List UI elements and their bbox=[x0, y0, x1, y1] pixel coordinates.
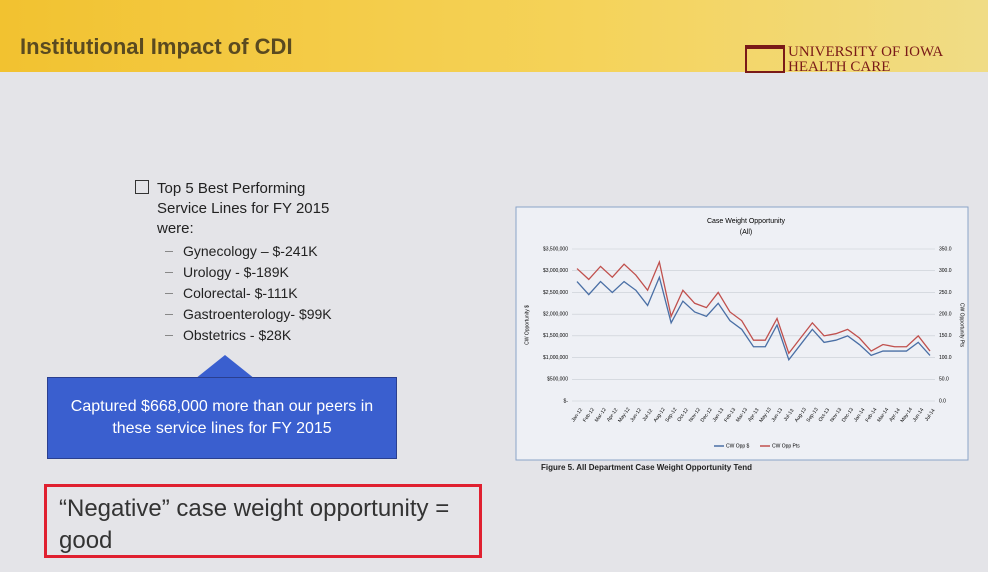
y-tick-label: $500,000 bbox=[547, 377, 568, 383]
y-tick-label: $3,500,000 bbox=[543, 246, 568, 252]
bullet-item: Urology - $-189K bbox=[165, 262, 332, 283]
item-text: Obstetrics - $28K bbox=[183, 327, 292, 343]
y2-tick-label: 350.0 bbox=[939, 246, 952, 252]
y2-tick-label: 150.0 bbox=[939, 333, 952, 339]
item-text: Gynecology – $-241K bbox=[183, 243, 318, 259]
item-text: Gastroenterology- $99K bbox=[183, 306, 332, 322]
y2-tick-label: 200.0 bbox=[939, 311, 952, 317]
bullet-item: Gastroenterology- $99K bbox=[165, 304, 332, 325]
slide-title: Institutional Impact of CDI bbox=[20, 34, 293, 59]
y-tick-label: $1,000,000 bbox=[543, 355, 568, 361]
bullet-item: Obstetrics - $28K bbox=[165, 325, 332, 346]
y2-tick-label: 250.0 bbox=[939, 290, 952, 296]
arrow bbox=[190, 355, 260, 383]
y-tick-label: $2,500,000 bbox=[543, 290, 568, 296]
bullet-list: Gynecology – $-241K Urology - $-189K Color… bbox=[165, 241, 332, 346]
item-text: Urology - $-189K bbox=[183, 264, 289, 280]
callout: Captured $668,000 more than our peers in… bbox=[47, 377, 397, 459]
legend-label: CW Opp Pts bbox=[772, 443, 800, 449]
bullet-text: Top 5 Best Performing Service Lines for … bbox=[157, 180, 330, 237]
chart-title: Case Weight Opportunity bbox=[707, 218, 786, 225]
bullet-box bbox=[135, 180, 149, 194]
y-axis-title: CW Opportunity $ bbox=[524, 305, 530, 345]
dash bbox=[165, 293, 173, 294]
series-line bbox=[576, 275, 931, 362]
y-tick-label: $2,000,000 bbox=[543, 311, 568, 317]
y-tick-label: $1,500,000 bbox=[543, 333, 568, 339]
dash bbox=[165, 272, 173, 273]
y2-tick-label: 300.0 bbox=[939, 268, 952, 274]
item-text: Colorectal- $-111K bbox=[183, 285, 298, 301]
logo-line: UNIVERSITY OF IOWA bbox=[788, 44, 944, 60]
dash bbox=[165, 251, 173, 252]
legend-label: CW Opp $ bbox=[726, 443, 750, 449]
y2-tick-label: 50.0 bbox=[939, 377, 949, 383]
y-tick-label: $- bbox=[564, 398, 569, 404]
logo-icon bbox=[745, 45, 785, 73]
note: “Negative” case weight opportunity = goo… bbox=[44, 484, 482, 558]
y2-tick-label: 0.0 bbox=[939, 398, 946, 404]
chart-subtitle: (All) bbox=[740, 229, 752, 236]
caption: Figure 5. All Department Case Weight Opp… bbox=[541, 463, 752, 472]
dash bbox=[165, 314, 173, 315]
y-tick-label: $3,000,000 bbox=[543, 268, 568, 274]
header-band bbox=[0, 0, 988, 72]
bullet-item: Colorectal- $-111K bbox=[165, 283, 332, 304]
y2-tick-label: 100.0 bbox=[939, 355, 952, 361]
bullet-item: Gynecology – $-241K bbox=[165, 241, 332, 262]
dash bbox=[165, 335, 173, 336]
series-line bbox=[576, 259, 931, 355]
y2-axis-title: CW Opportunity Pts bbox=[959, 303, 965, 348]
logo-line: HEALTH CARE bbox=[788, 59, 891, 75]
